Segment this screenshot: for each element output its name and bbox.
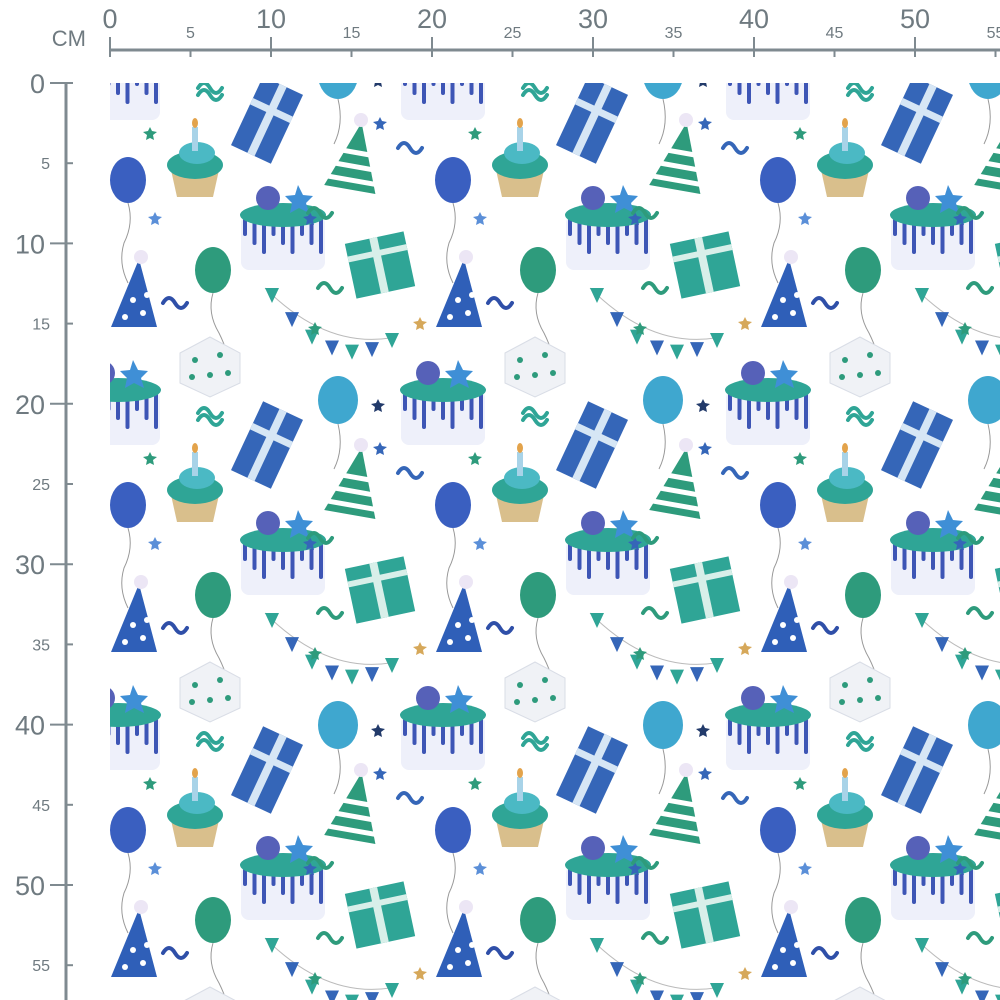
- ruler-label: 5: [186, 25, 195, 42]
- ruler-label: 55: [32, 958, 50, 975]
- ruler-label: 5: [41, 156, 50, 173]
- ruler-label: 10: [256, 4, 286, 34]
- ruler-label: 40: [739, 4, 769, 34]
- ruler-label: 25: [504, 25, 522, 42]
- ruler-label: 0: [102, 4, 117, 34]
- ruler-label: 55: [987, 25, 1000, 42]
- fabric-print: [110, 83, 1000, 1000]
- unit-label: CM: [52, 26, 86, 51]
- vertical-ruler: 0 5 10 15 20 25 30 35 40 45 50 55: [15, 69, 73, 1000]
- ruler-label: 15: [32, 317, 50, 334]
- ruler-label: 30: [578, 4, 608, 34]
- ruler-label: 25: [32, 477, 50, 494]
- fabric-pattern-preview: [110, 83, 1000, 1000]
- horizontal-ruler: 0 5 10 15 20 25 30 35 40 45 50 55: [102, 4, 1000, 57]
- ruler-label: 35: [32, 637, 50, 654]
- ruler-label: 20: [417, 4, 447, 34]
- ruler-label: 45: [826, 25, 844, 42]
- ruler-label: 45: [32, 798, 50, 815]
- ruler-label: 0: [30, 69, 45, 99]
- ruler-label: 35: [665, 25, 683, 42]
- ruler-label: 40: [15, 711, 45, 741]
- ruler-label: 50: [900, 4, 930, 34]
- ruler-label: 30: [15, 550, 45, 580]
- ruler-label: 15: [343, 25, 361, 42]
- ruler-label: 20: [15, 390, 45, 420]
- ruler-label: 10: [15, 229, 45, 259]
- ruler-label: 50: [15, 871, 45, 901]
